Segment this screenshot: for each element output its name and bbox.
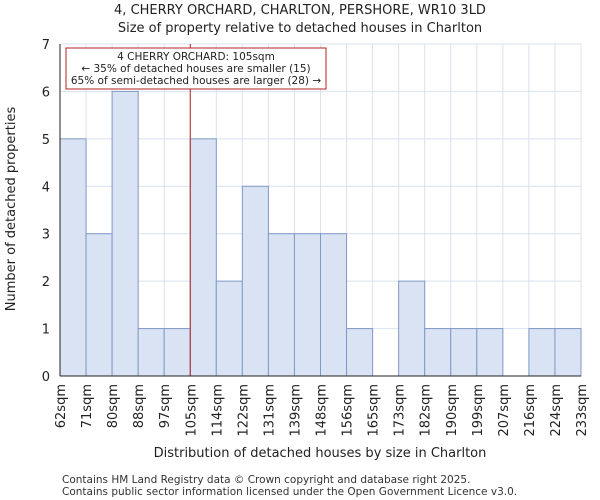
y-tick-label: 6: [42, 85, 50, 100]
bar: [163, 328, 191, 377]
bar: [528, 328, 556, 377]
x-tick-label: 233sqm: [575, 384, 590, 437]
y-tick-label: 2: [42, 275, 50, 290]
x-tick-label: 199sqm: [471, 384, 486, 437]
x-tick-label: 105sqm: [184, 384, 199, 437]
bar: [293, 233, 322, 377]
axes-layer: [59, 44, 581, 377]
x-tick-labels: 62sqm 71sqm 80sqm 88sqm 97sqm 105sqm 114sqm 122…: [54, 384, 590, 437]
bar: [189, 138, 217, 377]
y-tick-labels: 0 1 2 3 4 5 6 7: [42, 38, 50, 385]
bar: [346, 328, 374, 377]
marker-annotation: 4 CHERRY ORCHARD: 105sqm ← 35% of detach…: [65, 47, 327, 90]
x-tick-label: 224sqm: [549, 384, 564, 437]
chart-title: 4, CHERRY ORCHARD, CHARLTON, PERSHORE, W…: [114, 3, 486, 18]
x-tick-label: 62sqm: [54, 384, 69, 428]
bar: [554, 328, 582, 377]
x-tick-label: 114sqm: [210, 384, 225, 437]
annotation-line-1: 4 CHERRY ORCHARD: 105sqm: [117, 51, 275, 63]
y-tick-label: 0: [42, 370, 50, 385]
footer-line-1: Contains HM Land Registry data © Crown c…: [62, 474, 470, 486]
footer-line-2: Contains public sector information licen…: [62, 486, 517, 498]
y-tick-label: 1: [42, 323, 50, 338]
bar: [476, 328, 504, 377]
x-tick-label: 173sqm: [393, 384, 408, 437]
chart-subtitle: Size of property relative to detached ho…: [118, 21, 482, 36]
x-tick-label: 207sqm: [497, 384, 512, 437]
bar: [111, 90, 139, 377]
bar: [267, 233, 295, 377]
y-tick-label: 7: [42, 38, 50, 53]
y-axis-label: Number of detached properties: [4, 107, 19, 312]
x-tick-label: 122sqm: [236, 384, 251, 437]
bar: [85, 233, 113, 377]
bar: [215, 280, 243, 377]
bar: [241, 185, 269, 377]
x-tick-label: 148sqm: [315, 384, 330, 437]
x-axis-label: Distribution of detached houses by size …: [154, 446, 487, 461]
bar: [137, 328, 165, 377]
x-tick-label: 80sqm: [106, 384, 121, 428]
x-tick-label: 131sqm: [262, 384, 277, 437]
bar: [320, 233, 348, 377]
x-tick-label: 190sqm: [445, 384, 460, 437]
bar: [450, 328, 478, 377]
bars-layer: [59, 90, 582, 377]
annotation-line-3: 65% of semi-detached houses are larger (…: [71, 75, 322, 87]
y-tick-label: 4: [42, 180, 50, 195]
y-tick-label: 5: [42, 133, 50, 148]
x-tick-label: 139sqm: [288, 384, 303, 437]
x-tick-label: 156sqm: [341, 384, 356, 437]
bar: [424, 328, 452, 377]
bar: [398, 280, 426, 377]
x-tick-label: 71sqm: [80, 384, 95, 428]
y-tick-label: 3: [42, 228, 50, 243]
annotation-line-2: ← 35% of detached houses are smaller (15…: [81, 63, 310, 75]
x-tick-label: 88sqm: [132, 384, 147, 428]
x-tick-label: 216sqm: [523, 384, 538, 437]
x-tick-label: 182sqm: [419, 384, 434, 437]
x-tick-label: 165sqm: [367, 384, 382, 437]
bar: [59, 138, 87, 377]
x-tick-label: 97sqm: [158, 384, 173, 428]
annotation-box: [65, 47, 327, 90]
